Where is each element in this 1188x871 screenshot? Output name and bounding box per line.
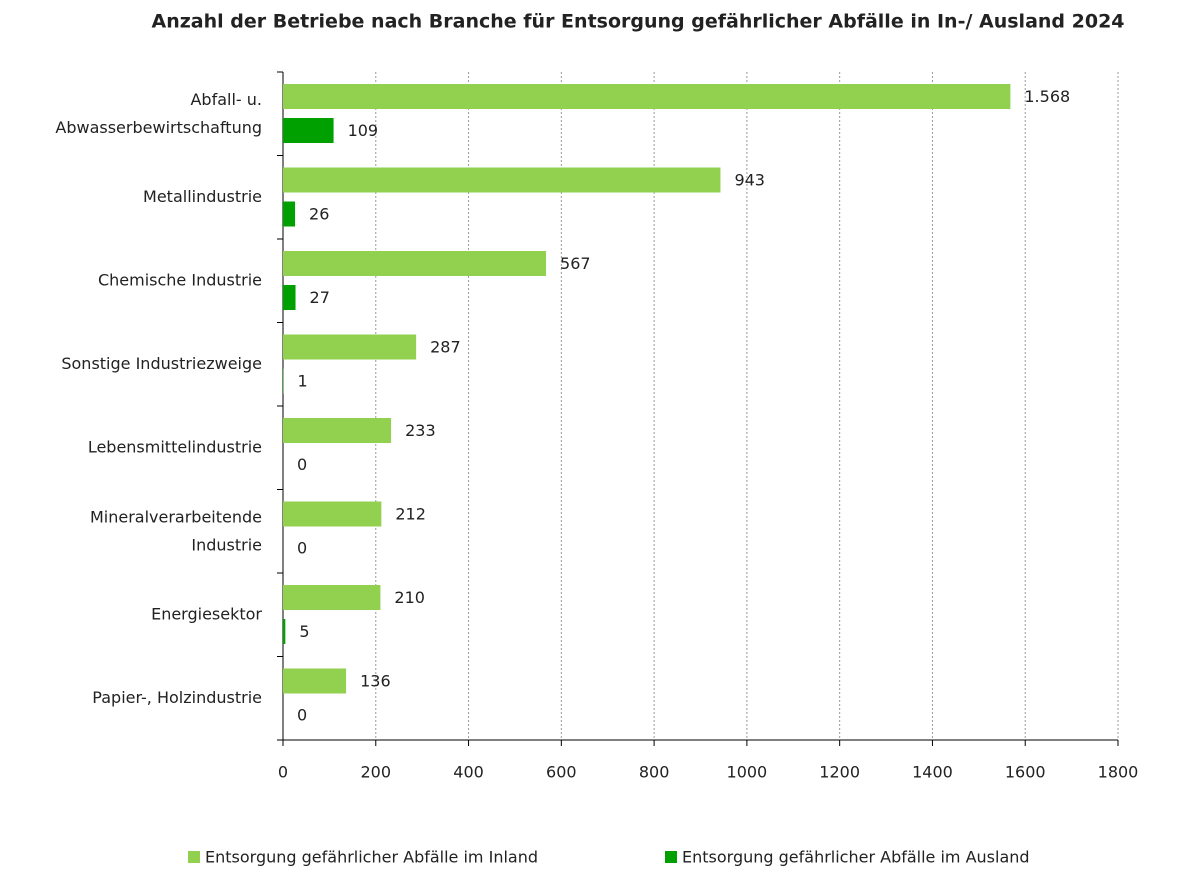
y-tick-label: Energiesektor	[151, 604, 262, 623]
bar	[283, 84, 1011, 109]
value-label: 0	[297, 706, 307, 725]
value-label: 943	[734, 171, 765, 190]
y-tick-label: Papier-, Holzindustrie	[92, 688, 262, 707]
x-tick-label: 1800	[1098, 763, 1139, 782]
bar	[283, 418, 392, 443]
bar	[283, 334, 417, 360]
x-tick-label: 600	[546, 763, 577, 782]
y-tick-label: Abfall- u. Abwasserbewirtschaftung	[55, 89, 262, 136]
y-tick-label: Mineralverarbeitende Industrie	[90, 507, 262, 554]
x-tick-label: 200	[361, 763, 392, 782]
x-tick-label: 1200	[819, 763, 860, 782]
value-label: 5	[299, 622, 309, 641]
bar	[283, 285, 296, 310]
legend-label: Entsorgung gefährlicher Abfälle im Ausla…	[682, 848, 1030, 867]
x-tick-label: 1000	[727, 763, 768, 782]
value-label: 27	[310, 288, 330, 307]
bar	[283, 585, 381, 610]
legend-swatch	[665, 851, 677, 863]
bar	[283, 501, 382, 527]
value-label: 0	[297, 455, 307, 474]
bar	[283, 167, 721, 193]
value-label: 1	[297, 372, 307, 391]
x-tick-label: 0	[278, 763, 288, 782]
x-tick-label: 1600	[1005, 763, 1046, 782]
y-tick-label: Lebensmittelindustrie	[88, 437, 262, 456]
y-tick-label: Chemische Industrie	[98, 270, 262, 289]
legend-swatch	[188, 851, 200, 863]
value-label: 26	[309, 205, 329, 224]
value-label: 210	[394, 588, 425, 607]
x-tick-label: 1400	[912, 763, 953, 782]
value-label: 109	[348, 121, 379, 140]
legend-label: Entsorgung gefährlicher Abfälle im Inlan…	[205, 848, 538, 867]
x-tick-label: 400	[453, 763, 484, 782]
value-label: 567	[560, 254, 591, 273]
value-label: 287	[430, 338, 461, 357]
value-label: 233	[405, 421, 436, 440]
y-tick-label: Metallindustrie	[143, 187, 262, 206]
bar	[283, 118, 334, 143]
x-tick-label: 800	[639, 763, 670, 782]
bar	[283, 619, 286, 644]
y-tick-label: Sonstige Industriezweige	[61, 354, 262, 373]
value-label: 0	[297, 539, 307, 558]
value-label: 212	[395, 505, 426, 524]
value-label: 1.568	[1024, 87, 1070, 106]
bar	[283, 251, 547, 276]
chart-title: Anzahl der Betriebe nach Branche für Ent…	[151, 11, 1124, 33]
bar	[283, 201, 296, 227]
bar	[283, 668, 347, 694]
value-label: 136	[360, 672, 391, 691]
